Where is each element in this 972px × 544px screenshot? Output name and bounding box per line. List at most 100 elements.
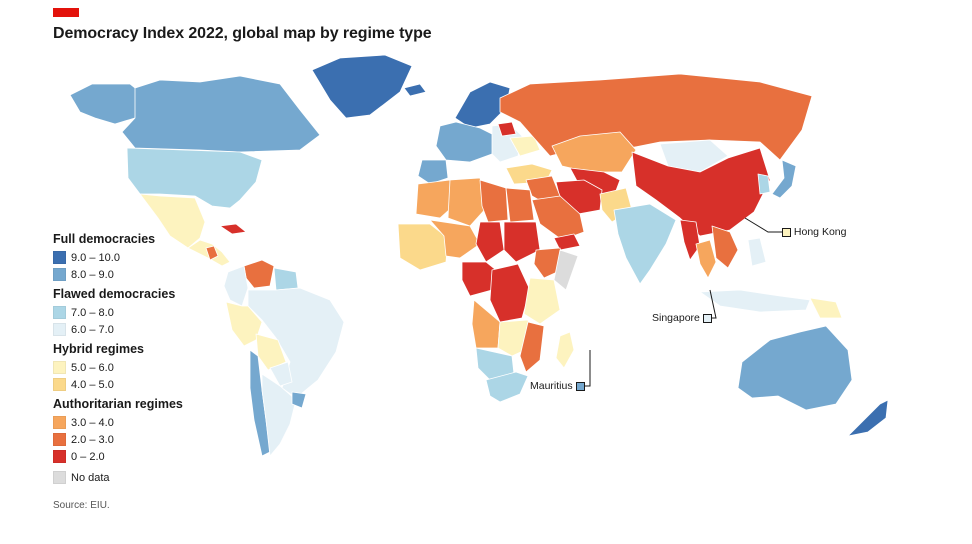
region-indonesia [699,289,811,313]
legend-swatch [53,378,66,391]
hong-kong-marker [782,227,791,237]
region-saudi-arabia [531,195,585,241]
region-yemen [553,233,581,251]
legend-item: 4.0 – 5.0 [53,376,253,393]
legend-swatch [53,323,66,336]
region-new-zealand [847,399,889,437]
legend-label: No data [71,471,110,484]
legend-label: 0 – 2.0 [71,450,105,463]
legend-swatch [53,361,66,374]
region-paraguay [269,361,293,387]
brand-bar [53,8,79,17]
region-myanmar [679,219,701,261]
singapore-label: Singapore [652,312,700,324]
region-philippines [747,237,767,267]
legend: Full democracies 9.0 – 10.0 8.0 – 9.0 Fl… [53,232,253,486]
legend-heading: Hybrid regimes [53,342,145,356]
legend-swatch [53,306,66,319]
region-chad [475,221,505,263]
legend-label: 9.0 – 10.0 [71,251,120,264]
region-algeria [447,177,489,227]
singapore-marker [702,313,712,323]
region-drc [489,263,531,323]
region-india [613,203,677,285]
region-iceland [403,83,427,97]
region-russia [499,73,813,161]
region-china [631,147,771,237]
legend-heading: Full democracies [53,232,156,246]
region-mexico [139,193,206,249]
legend-label: 3.0 – 4.0 [71,416,114,429]
legend-label: 5.0 – 6.0 [71,361,114,374]
region-west-africa [397,223,449,271]
legend-group-flawed-democracies: Flawed democracies 7.0 – 8.0 6.0 – 7.0 [53,287,253,338]
region-canada [121,75,321,153]
region-sahel [429,219,481,259]
legend-swatch [53,268,66,281]
region-egypt [505,187,535,223]
legend-item: 2.0 – 3.0 [53,431,253,448]
mauritius-marker [575,381,585,391]
legend-heading: Flawed democracies [53,287,176,301]
legend-item: 7.0 – 8.0 [53,304,253,321]
region-brazil [247,287,345,399]
hong-kong-leader-line [744,217,782,233]
hong-kong-callout: Hong Kong [782,226,846,238]
mauritius-leader-line [582,350,591,387]
region-southeast-asia [695,239,717,279]
region-mongolia [659,139,729,173]
legend-group-hybrid-regimes: Hybrid regimes 5.0 – 6.0 4.0 – 5.0 [53,342,253,393]
region-peru [225,301,263,347]
legend-swatch [53,416,66,429]
region-western-europe [435,121,497,163]
legend-swatch [53,471,66,484]
mauritius-callout: Mauritius [530,380,585,392]
region-nicaragua [205,245,219,261]
region-mozambique [519,321,545,373]
region-japan [771,159,797,199]
region-cuba [219,223,247,235]
page-title: Democracy Index 2022, global map by regi… [53,25,432,42]
region-korea [757,173,771,195]
legend-item: 6.0 – 7.0 [53,321,253,338]
legend-item-no-data: No data [53,469,253,486]
legend-item: 3.0 – 4.0 [53,414,253,431]
region-angola [471,299,501,349]
region-kazakhstan [551,131,637,173]
region-uruguay [291,391,307,409]
legend-swatch [53,433,66,446]
region-kenya-tanzania [523,277,561,325]
legend-label: 2.0 – 3.0 [71,433,114,446]
region-argentina [261,373,297,457]
singapore-callout: Singapore [652,312,712,324]
region-belarus [497,121,517,137]
region-greenland [311,54,413,119]
region-usa [126,147,263,209]
legend-swatch [53,450,66,463]
region-papua-new-guinea [809,297,843,319]
region-alaska [69,83,141,125]
legend-label: 4.0 – 5.0 [71,378,114,391]
legend-label: 6.0 – 7.0 [71,323,114,336]
legend-heading: Authoritarian regimes [53,397,183,411]
region-australia [737,325,853,411]
hong-kong-label: Hong Kong [793,226,847,238]
region-somalia [553,249,579,291]
region-south-africa [485,371,529,403]
region-ukraine [509,135,541,157]
legend-item: 8.0 – 9.0 [53,266,253,283]
source-note: Source: EIU. [53,500,110,511]
legend-item: 0 – 2.0 [53,448,253,465]
legend-label: 8.0 – 9.0 [71,268,114,281]
mauritius-label: Mauritius [530,380,573,392]
legend-item: 5.0 – 6.0 [53,359,253,376]
region-libya [479,179,509,223]
region-sudan [503,221,541,263]
region-indochina [711,225,739,269]
legend-swatch [53,251,66,264]
legend-group-full-democracies: Full democracies 9.0 – 10.0 8.0 – 9.0 [53,232,253,283]
region-madagascar [555,331,575,369]
legend-group-authoritarian-regimes: Authoritarian regimes 3.0 – 4.0 2.0 – 3.… [53,397,253,465]
